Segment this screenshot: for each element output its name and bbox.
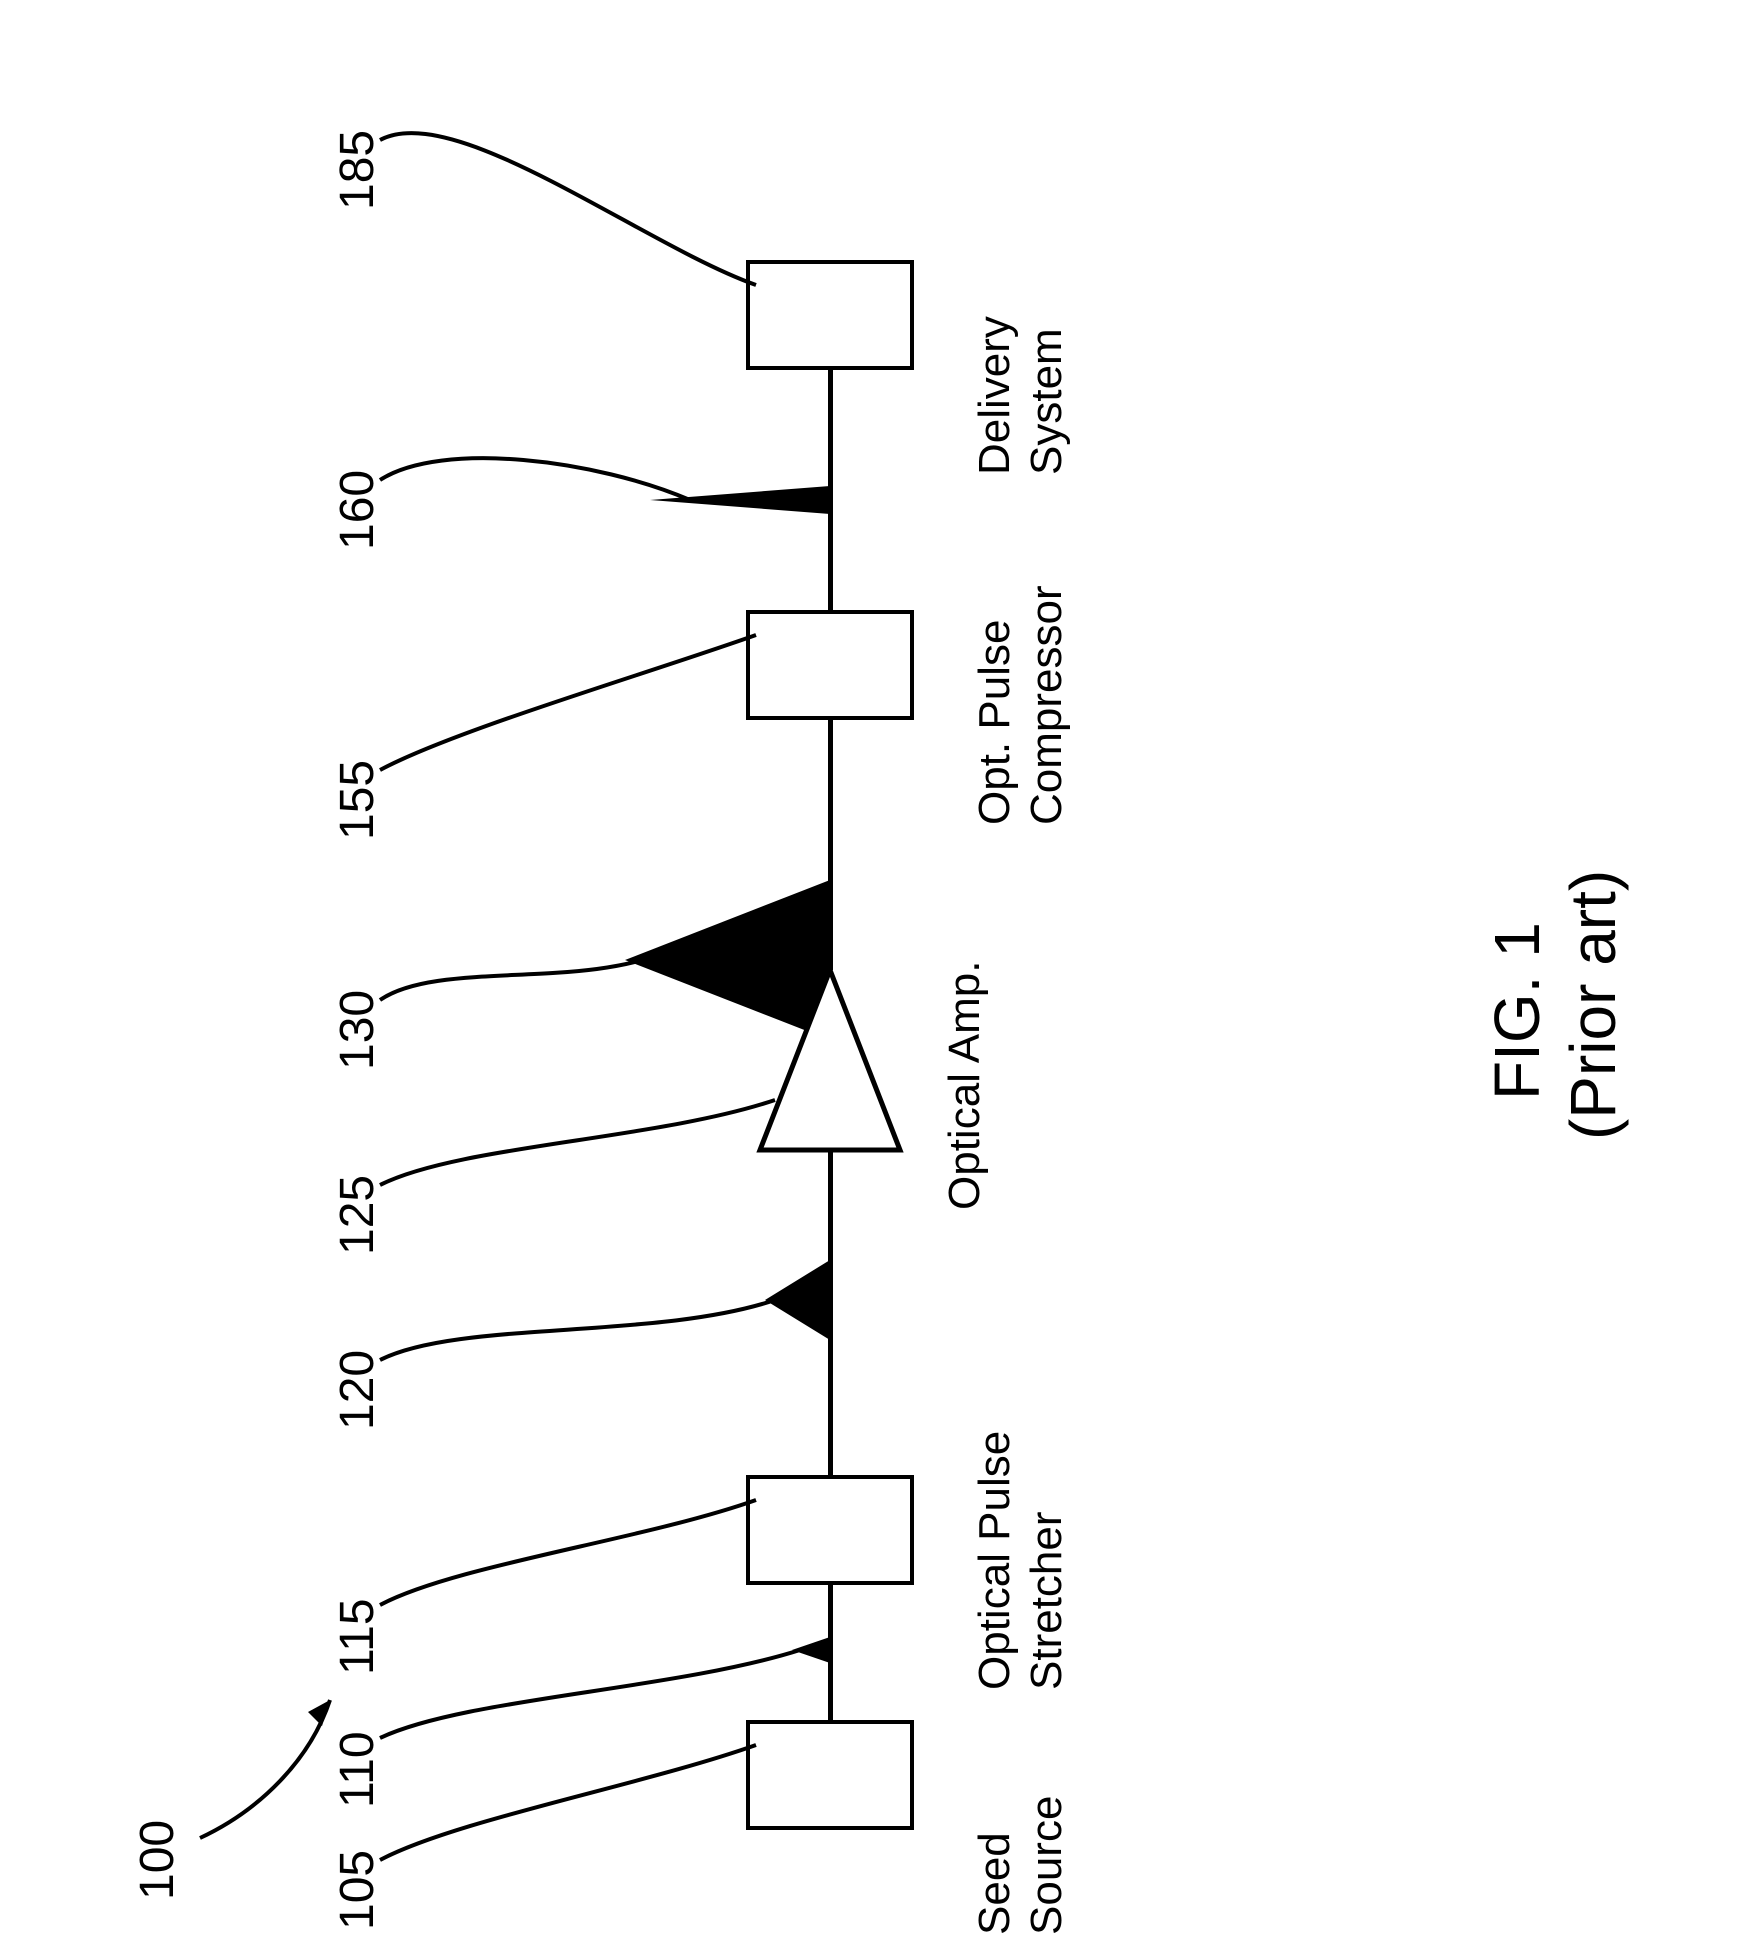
box-label: System (1022, 328, 1072, 475)
figlabel: FIG. 1 (1480, 922, 1554, 1100)
box-label: Compressor (1022, 585, 1072, 825)
box-label: Optical Pulse (970, 1431, 1020, 1690)
[object SVGAnimatedString] (200, 1700, 330, 1838)
box-label: Opt. Pulse (970, 620, 1020, 825)
box-label: Seed (970, 1832, 1020, 1935)
box-label: Stretcher (1022, 1511, 1072, 1690)
[object SVGAnimatedString] (0, 0, 500, 1959)
box-label: Optical Amp. (940, 961, 990, 1210)
box-label: Delivery (970, 316, 1020, 475)
figlabel: (Prior art) (1556, 870, 1630, 1140)
box-label: Source (1022, 1796, 1072, 1935)
